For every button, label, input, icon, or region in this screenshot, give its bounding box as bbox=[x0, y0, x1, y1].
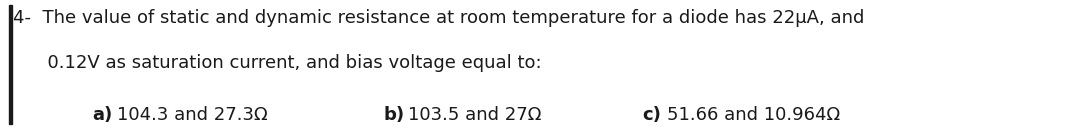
Text: 4-  The value of static and dynamic resistance at room temperature for a diode h: 4- The value of static and dynamic resis… bbox=[13, 9, 864, 27]
Text: 103.5 and 27Ω: 103.5 and 27Ω bbox=[408, 106, 541, 124]
Text: a): a) bbox=[92, 106, 112, 124]
Text: c): c) bbox=[643, 106, 661, 124]
Text: 0.12V as saturation current, and bias voltage equal to:: 0.12V as saturation current, and bias vo… bbox=[13, 54, 541, 72]
Text: 51.66 and 10.964Ω: 51.66 and 10.964Ω bbox=[667, 106, 840, 124]
Bar bbox=[9, 5, 12, 124]
Text: 104.3 and 27.3Ω: 104.3 and 27.3Ω bbox=[117, 106, 267, 124]
Text: b): b) bbox=[383, 106, 405, 124]
